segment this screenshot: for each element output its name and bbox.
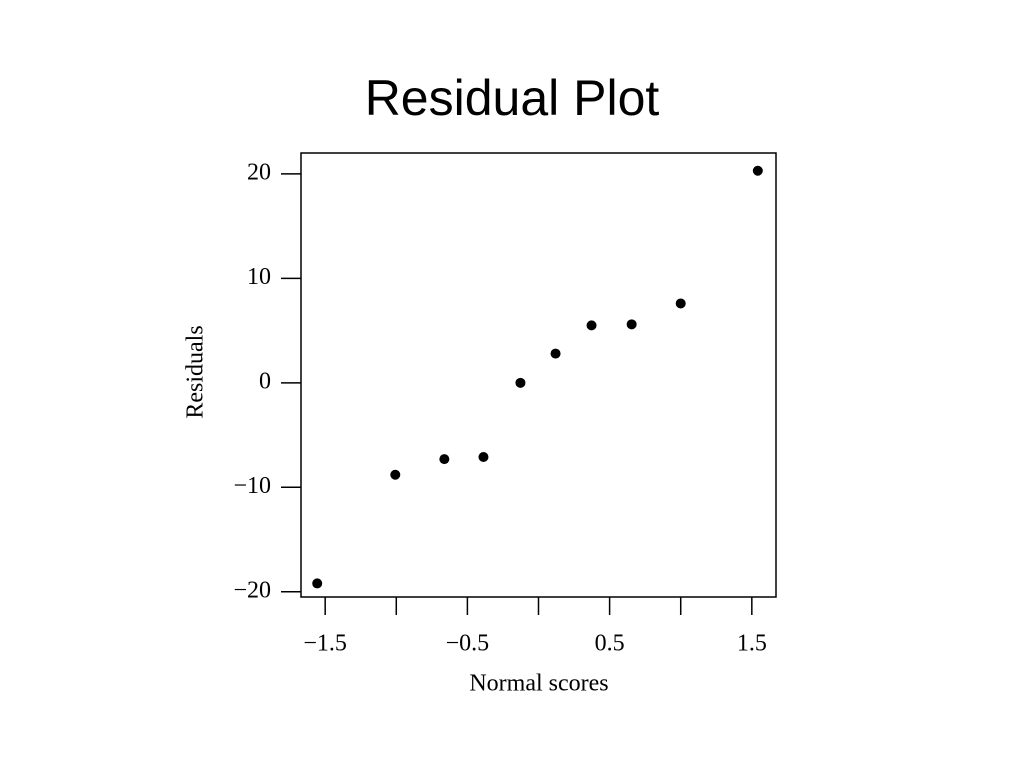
y-axis-label: Residuals xyxy=(183,325,209,418)
point xyxy=(312,578,323,589)
x-tick-label: 0.5 xyxy=(595,631,625,657)
y-tick-label: −10 xyxy=(233,473,271,499)
point xyxy=(478,452,489,463)
point xyxy=(550,348,561,359)
point xyxy=(626,319,637,330)
y-tick-label: 0 xyxy=(259,368,271,394)
y-tick-label: 20 xyxy=(247,159,271,185)
x-tick-label: −0.5 xyxy=(446,631,490,657)
x-axis-label: Normal scores xyxy=(469,671,608,697)
y-tick-label: 10 xyxy=(247,264,271,290)
y-tick-label: −20 xyxy=(233,577,271,603)
point xyxy=(675,298,686,309)
x-tick-label: −1.5 xyxy=(303,631,347,657)
point xyxy=(752,165,763,176)
point xyxy=(586,320,597,331)
chart-title: Residual Plot xyxy=(365,70,660,126)
x-tick-label: 1.5 xyxy=(737,631,767,657)
point xyxy=(390,469,401,480)
point xyxy=(515,377,526,388)
point xyxy=(439,454,450,465)
plot-frame xyxy=(300,152,777,598)
